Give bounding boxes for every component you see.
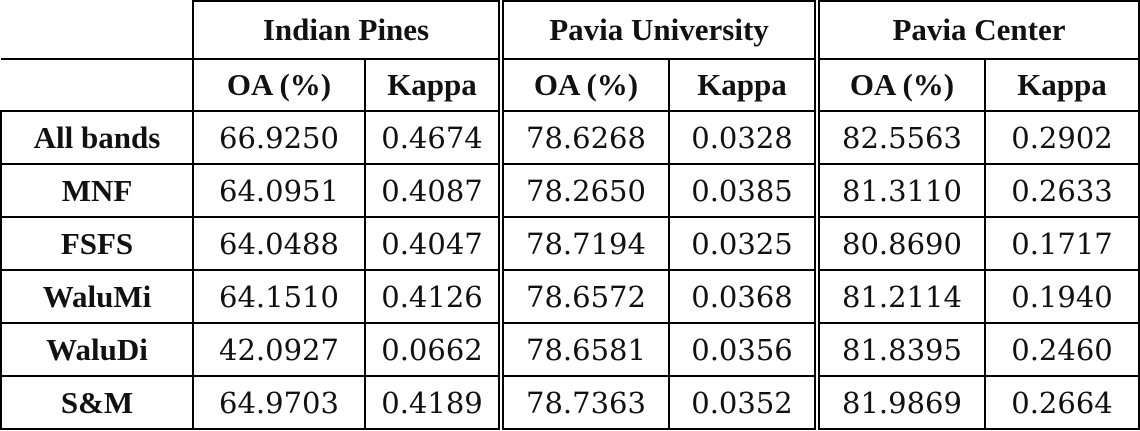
oa-value-cell: 80.8690 <box>814 216 986 271</box>
kappa-value-cell: 0.4087 <box>364 163 502 218</box>
table-row: MNF 64.0951 0.4087 78.2650 0.0385 81.3110 0.26… <box>0 163 1140 218</box>
kappa-value-cell: 0.0368 <box>668 269 818 324</box>
row-label: WaluMi <box>0 269 194 324</box>
kappa-value-cell: 0.0328 <box>668 110 818 165</box>
kappa-value-cell: 0.0325 <box>668 216 818 271</box>
oa-value-cell: 78.2650 <box>498 163 670 218</box>
oa-value-cell: 78.6581 <box>498 322 670 377</box>
metric-header-oa: OA (%) <box>498 58 670 112</box>
corner-cell-2 <box>1 59 194 112</box>
kappa-value-cell: 0.2633 <box>984 163 1140 218</box>
kappa-value-cell: 0.2664 <box>984 375 1140 430</box>
dataset-header-pavia-center: Pavia Center <box>814 0 1140 60</box>
oa-value-cell: 78.7363 <box>498 375 670 430</box>
row-label: S&M <box>0 375 194 430</box>
kappa-value-cell: 0.2460 <box>984 322 1140 377</box>
oa-value-cell: 66.9250 <box>192 110 366 165</box>
metric-header-oa: OA (%) <box>192 58 366 112</box>
kappa-value-cell: 0.4126 <box>364 269 502 324</box>
table-row: All bands 66.9250 0.4674 78.6268 0.0328 82.55… <box>0 110 1140 165</box>
oa-value-cell: 42.0927 <box>192 322 366 377</box>
kappa-value-cell: 0.1717 <box>984 216 1140 271</box>
oa-value-cell: 81.9869 <box>814 375 986 430</box>
metric-header-row: OA (%) Kappa OA (%) Kappa OA (%) Kappa <box>1 58 1140 112</box>
row-label: FSFS <box>0 216 194 271</box>
dataset-header-pavia-university: Pavia University <box>498 0 818 60</box>
table-row: FSFS 64.0488 0.4047 78.7194 0.0325 80.8690 0.1… <box>0 216 1140 271</box>
oa-value-cell: 64.9703 <box>192 375 366 430</box>
oa-value-cell: 81.3110 <box>814 163 986 218</box>
oa-value-cell: 64.0951 <box>192 163 366 218</box>
kappa-value-cell: 0.4189 <box>364 375 502 430</box>
dataset-header-indian-pines: Indian Pines <box>192 0 502 60</box>
row-label: WaluDi <box>0 322 194 377</box>
corner-cell <box>1 1 194 60</box>
kappa-value-cell: 0.0385 <box>668 163 818 218</box>
table-row: WaluMi 64.1510 0.4126 78.6572 0.0368 81.2114 0… <box>0 269 1140 324</box>
metric-header-kappa: Kappa <box>984 58 1140 112</box>
kappa-value-cell: 0.0662 <box>364 322 502 377</box>
dataset-header-row: Indian Pines Pavia University Pavia Cent… <box>1 0 1140 60</box>
kappa-value-cell: 0.1940 <box>984 269 1140 324</box>
metric-header-oa: OA (%) <box>814 58 986 112</box>
table-row: S&M 64.9703 0.4189 78.7363 0.0352 81.9869 0.26… <box>0 375 1140 430</box>
metric-header-kappa: Kappa <box>668 58 818 112</box>
oa-value-cell: 64.1510 <box>192 269 366 324</box>
metric-header-kappa: Kappa <box>364 58 502 112</box>
kappa-value-cell: 0.0356 <box>668 322 818 377</box>
oa-value-cell: 81.8395 <box>814 322 986 377</box>
row-label: All bands <box>0 110 194 165</box>
oa-value-cell: 78.7194 <box>498 216 670 271</box>
kappa-value-cell: 0.4674 <box>364 110 502 165</box>
kappa-value-cell: 0.2902 <box>984 110 1140 165</box>
table-row: WaluDi 42.0927 0.0662 78.6581 0.0356 81.8395 0… <box>0 322 1140 377</box>
oa-value-cell: 81.2114 <box>814 269 986 324</box>
oa-value-cell: 82.5563 <box>814 110 986 165</box>
kappa-value-cell: 0.0352 <box>668 375 818 430</box>
oa-value-cell: 64.0488 <box>192 216 366 271</box>
oa-value-cell: 78.6572 <box>498 269 670 324</box>
row-label: MNF <box>0 163 194 218</box>
kappa-value-cell: 0.4047 <box>364 216 502 271</box>
oa-value-cell: 78.6268 <box>498 110 670 165</box>
